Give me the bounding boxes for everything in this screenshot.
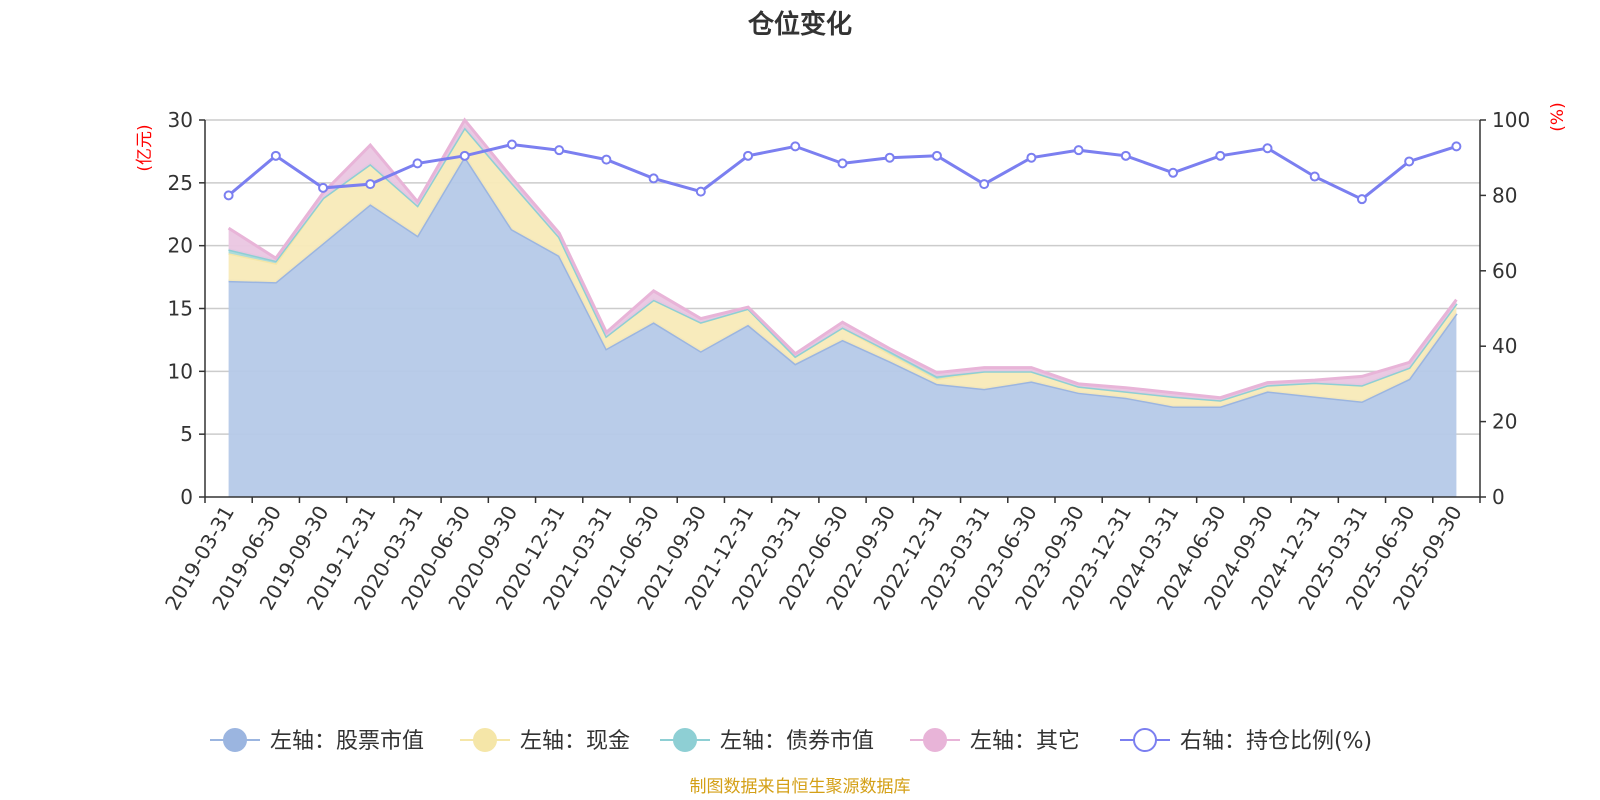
left-tick-label: 30 xyxy=(168,108,193,132)
chart-title: 仓位变化 xyxy=(747,9,852,40)
left-axis-unit: (亿元) xyxy=(135,124,155,171)
holding-ratio-point xyxy=(506,139,517,150)
holding-ratio-point xyxy=(695,186,706,197)
holding-ratio-point xyxy=(979,179,990,190)
holding-ratio-point xyxy=(1404,156,1415,167)
legend-label: 左轴：债券市值 xyxy=(720,729,874,754)
holding-ratio-point xyxy=(270,150,281,161)
holding-ratio-point xyxy=(1168,167,1179,178)
left-tick-label: 15 xyxy=(168,297,193,321)
holding-ratio-point xyxy=(223,190,234,201)
holding-ratio-point xyxy=(1262,143,1273,154)
left-tick-label: 5 xyxy=(180,422,193,446)
right-tick-label: 80 xyxy=(1492,183,1517,207)
holding-ratio-point xyxy=(1215,150,1226,161)
legend-circle-icon xyxy=(473,728,497,752)
holding-ratio-point xyxy=(743,150,754,161)
holding-ratio-line xyxy=(227,142,1457,201)
holding-ratio-point xyxy=(318,182,329,193)
holding-ratio-point xyxy=(1451,141,1462,152)
area-1 xyxy=(228,156,1457,497)
holding-ratio-point xyxy=(601,154,612,165)
data-source-note: 制图数据来自恒生聚源数据库 xyxy=(690,777,911,797)
holding-ratio-point xyxy=(1026,152,1037,163)
legend-hollow-circle-icon xyxy=(1133,728,1157,752)
line-series xyxy=(223,139,1462,205)
legend-circle-icon xyxy=(673,728,697,752)
holding-ratio-point xyxy=(837,158,848,169)
holding-ratio-point xyxy=(459,150,470,161)
holding-ratio-point xyxy=(931,150,942,161)
holding-ratio-point xyxy=(648,173,659,184)
legend-item-2[interactable]: 左轴：现金 xyxy=(460,728,630,754)
holding-ratio-point xyxy=(1120,150,1131,161)
right-tick-label: 0 xyxy=(1492,485,1505,509)
left-tick-label: 10 xyxy=(168,359,193,383)
holding-ratio-point xyxy=(412,158,423,169)
legend[interactable]: 左轴：股票市值 左轴：现金 左轴：债券市值 左轴：其它 右轴：持仓比例(%) xyxy=(210,728,1372,754)
right-tick-label: 20 xyxy=(1492,410,1517,434)
right-tick-label: 40 xyxy=(1492,334,1517,358)
legend-item-3[interactable]: 左轴：债券市值 xyxy=(660,728,874,754)
holding-ratio-point xyxy=(554,145,565,156)
legend-label: 左轴：现金 xyxy=(520,729,630,754)
right-tick-label: 100 xyxy=(1492,108,1530,132)
legend-item-5[interactable]: 右轴：持仓比例(%) xyxy=(1120,728,1372,754)
left-tick-label: 25 xyxy=(168,171,193,195)
area-series xyxy=(227,117,1458,497)
legend-label: 右轴：持仓比例(%) xyxy=(1180,729,1372,754)
left-tick-label: 20 xyxy=(168,234,193,258)
right-axis-unit: (%) xyxy=(1548,102,1568,131)
right-tick-label: 60 xyxy=(1492,259,1517,283)
holding-ratio-point xyxy=(365,179,376,190)
legend-label: 左轴：其它 xyxy=(970,729,1080,754)
legend-circle-icon xyxy=(223,728,247,752)
legend-circle-icon xyxy=(923,728,947,752)
holding-ratio-point xyxy=(1356,194,1367,205)
holding-ratio-point xyxy=(1309,171,1320,182)
holding-ratio-point xyxy=(884,152,895,163)
holding-ratio-point xyxy=(790,141,801,152)
legend-item-4[interactable]: 左轴：其它 xyxy=(910,728,1080,754)
legend-label: 左轴：股票市值 xyxy=(270,729,424,754)
legend-item-1[interactable]: 左轴：股票市值 xyxy=(210,728,424,754)
holding-ratio-point xyxy=(1073,145,1084,156)
area-line-4 xyxy=(227,117,1458,400)
left-tick-label: 0 xyxy=(180,485,193,509)
